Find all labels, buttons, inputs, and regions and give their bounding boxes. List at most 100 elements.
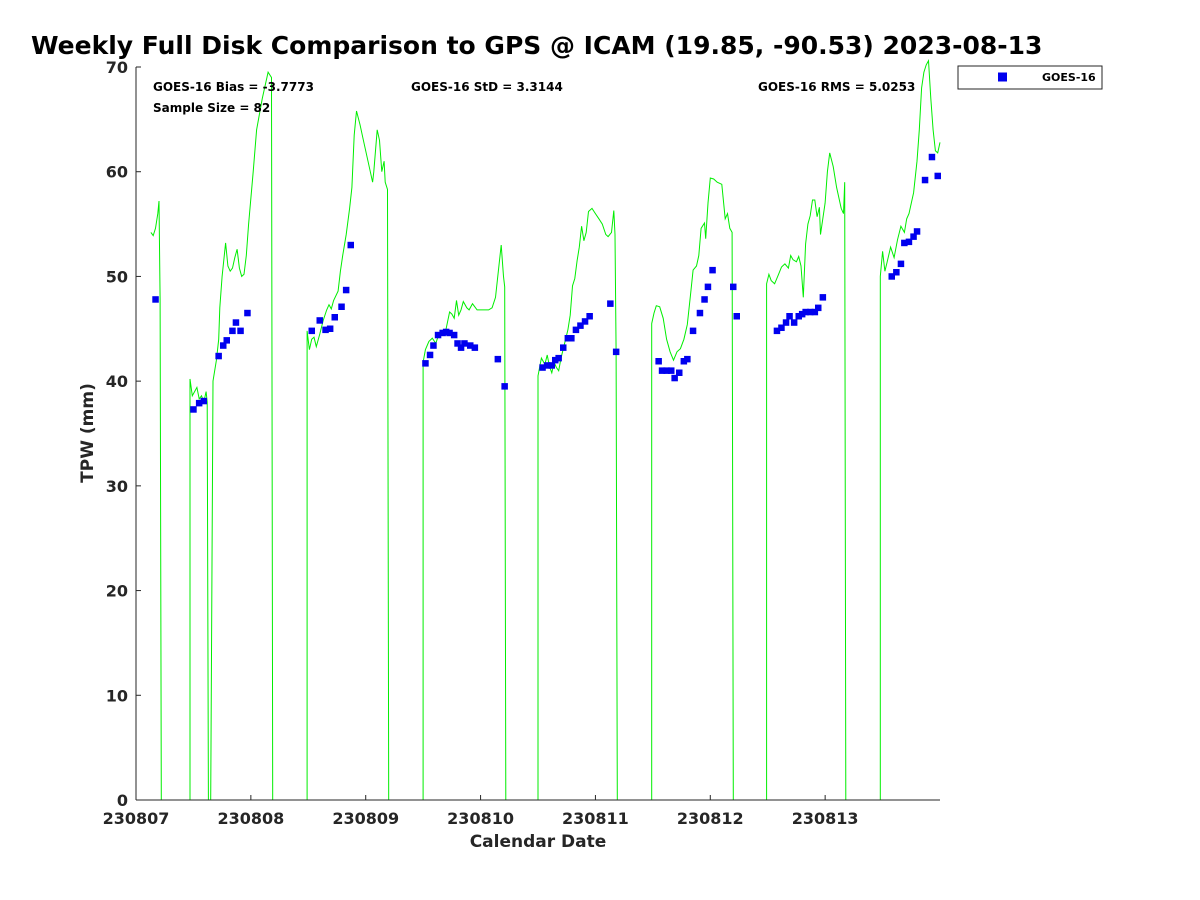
goes-16-point	[680, 358, 688, 365]
y-tick-label: 50	[106, 267, 128, 286]
goes-16-point	[655, 358, 662, 365]
legend: GOES-16	[957, 65, 1103, 90]
goes-16-point	[921, 176, 929, 184]
goes-16-point	[704, 283, 712, 291]
gps-line-segment	[537, 207, 618, 801]
goes-16-point	[308, 327, 315, 335]
goes-16-point	[426, 351, 434, 359]
goes-16-point	[461, 340, 468, 347]
goes-16-point	[689, 327, 697, 335]
y-tick-label: 60	[106, 163, 128, 182]
goes-16-point	[671, 374, 678, 382]
goes-16-point	[815, 304, 822, 312]
goes-16-point	[773, 327, 781, 335]
bias-stat: GOES-16 Bias = -3.7773	[153, 80, 314, 94]
goes-16-point	[494, 355, 502, 363]
goes-16-series	[152, 153, 941, 413]
goes-16-point	[539, 364, 546, 371]
goes-16-point	[901, 239, 908, 247]
goes-16-point	[543, 362, 551, 369]
goes-16-point	[501, 383, 508, 390]
goes-16-point	[322, 326, 329, 334]
goes-16-point	[560, 344, 567, 351]
goes-16-point	[928, 153, 936, 161]
y-axis-label: TPW (mm)	[78, 383, 98, 483]
rms-stat: GOES-16 RMS = 5.0253	[758, 80, 915, 94]
goes-16-point	[237, 327, 244, 335]
goes-16-point	[913, 228, 921, 235]
goes-16-point	[446, 329, 453, 337]
goes-16-point	[442, 328, 450, 336]
goes-16-point	[701, 296, 708, 303]
goes-16-point	[888, 273, 895, 280]
gps-line-segment	[766, 152, 847, 801]
goes-16-point	[342, 286, 350, 294]
goes-16-point	[581, 318, 589, 325]
legend-box	[957, 65, 1103, 90]
goes-16-point	[786, 313, 793, 320]
goes-16-point	[152, 296, 159, 303]
goes-16-point	[338, 303, 345, 310]
sample-size-stat: Sample Size = 82	[153, 101, 270, 115]
goes-16-point	[200, 397, 207, 405]
chart-title: Weekly Full Disk Comparison to GPS @ ICA…	[31, 31, 1042, 60]
goes-16-point	[471, 344, 479, 351]
goes-16-point	[733, 313, 740, 320]
goes-16-point	[555, 354, 562, 362]
goes-16-point	[782, 319, 790, 326]
y-tick-label: 70	[106, 58, 128, 77]
legend-label-goes-16: GOES-16	[1042, 71, 1096, 84]
goes-16-point	[223, 337, 230, 344]
goes-16-point	[457, 344, 465, 351]
y-tick-label: 30	[106, 477, 128, 496]
goes-16-point	[572, 326, 580, 334]
goes-16-point	[316, 317, 323, 324]
x-tick-label: 230810	[447, 809, 514, 828]
goes-16-point	[195, 399, 203, 407]
goes-16-point	[696, 309, 704, 317]
goes-16-point	[778, 324, 785, 331]
goes-16-point	[663, 367, 670, 374]
goes-16-point	[552, 356, 559, 364]
goes-16-point	[684, 355, 691, 363]
goes-16-point	[802, 308, 809, 316]
y-tick-label: 10	[106, 686, 128, 705]
x-tick-label: 230807	[103, 809, 170, 828]
goes-16-point	[434, 331, 442, 339]
gps-line-segment	[150, 200, 162, 801]
gps-line-segment	[189, 70, 274, 801]
x-tick-label: 230812	[677, 809, 744, 828]
x-tick-label: 230811	[562, 809, 629, 828]
gps-line-segment	[306, 110, 390, 801]
goes-16-point	[331, 314, 338, 321]
goes-16-point	[568, 335, 575, 342]
goes-16-point	[790, 319, 798, 326]
y-tick-label: 0	[117, 791, 128, 810]
goes-16-point	[897, 260, 905, 268]
goes-16-point	[548, 362, 555, 369]
goes-16-point	[910, 233, 917, 240]
x-tick-label: 230809	[332, 809, 399, 828]
goes-16-point	[244, 309, 251, 317]
goes-16-point	[612, 348, 620, 356]
goes-16-point	[730, 283, 737, 291]
y-tick-label: 40	[106, 372, 128, 391]
goes-16-point	[709, 266, 716, 274]
goes-16-point	[819, 294, 827, 301]
goes-16-point	[190, 406, 197, 413]
std-stat: GOES-16 StD = 3.3144	[411, 80, 563, 94]
x-tick-label: 230813	[792, 809, 859, 828]
goes-16-point	[658, 367, 666, 374]
goes-16-point	[807, 308, 814, 316]
goes-16-point	[811, 308, 819, 316]
goes-16-point	[454, 340, 461, 347]
goes-16-point	[439, 329, 446, 337]
goes-16-point	[220, 342, 227, 349]
axis-ticks: 0 10 20 30 40 50 60 70 230807 230808 230809 230810 2…	[103, 58, 859, 828]
goes-16-point	[668, 367, 675, 374]
legend-marker-goes-16	[998, 72, 1007, 82]
gps-line-segment	[651, 177, 734, 801]
gps-line-segment	[879, 58, 941, 800]
goes-16-point	[229, 327, 236, 335]
